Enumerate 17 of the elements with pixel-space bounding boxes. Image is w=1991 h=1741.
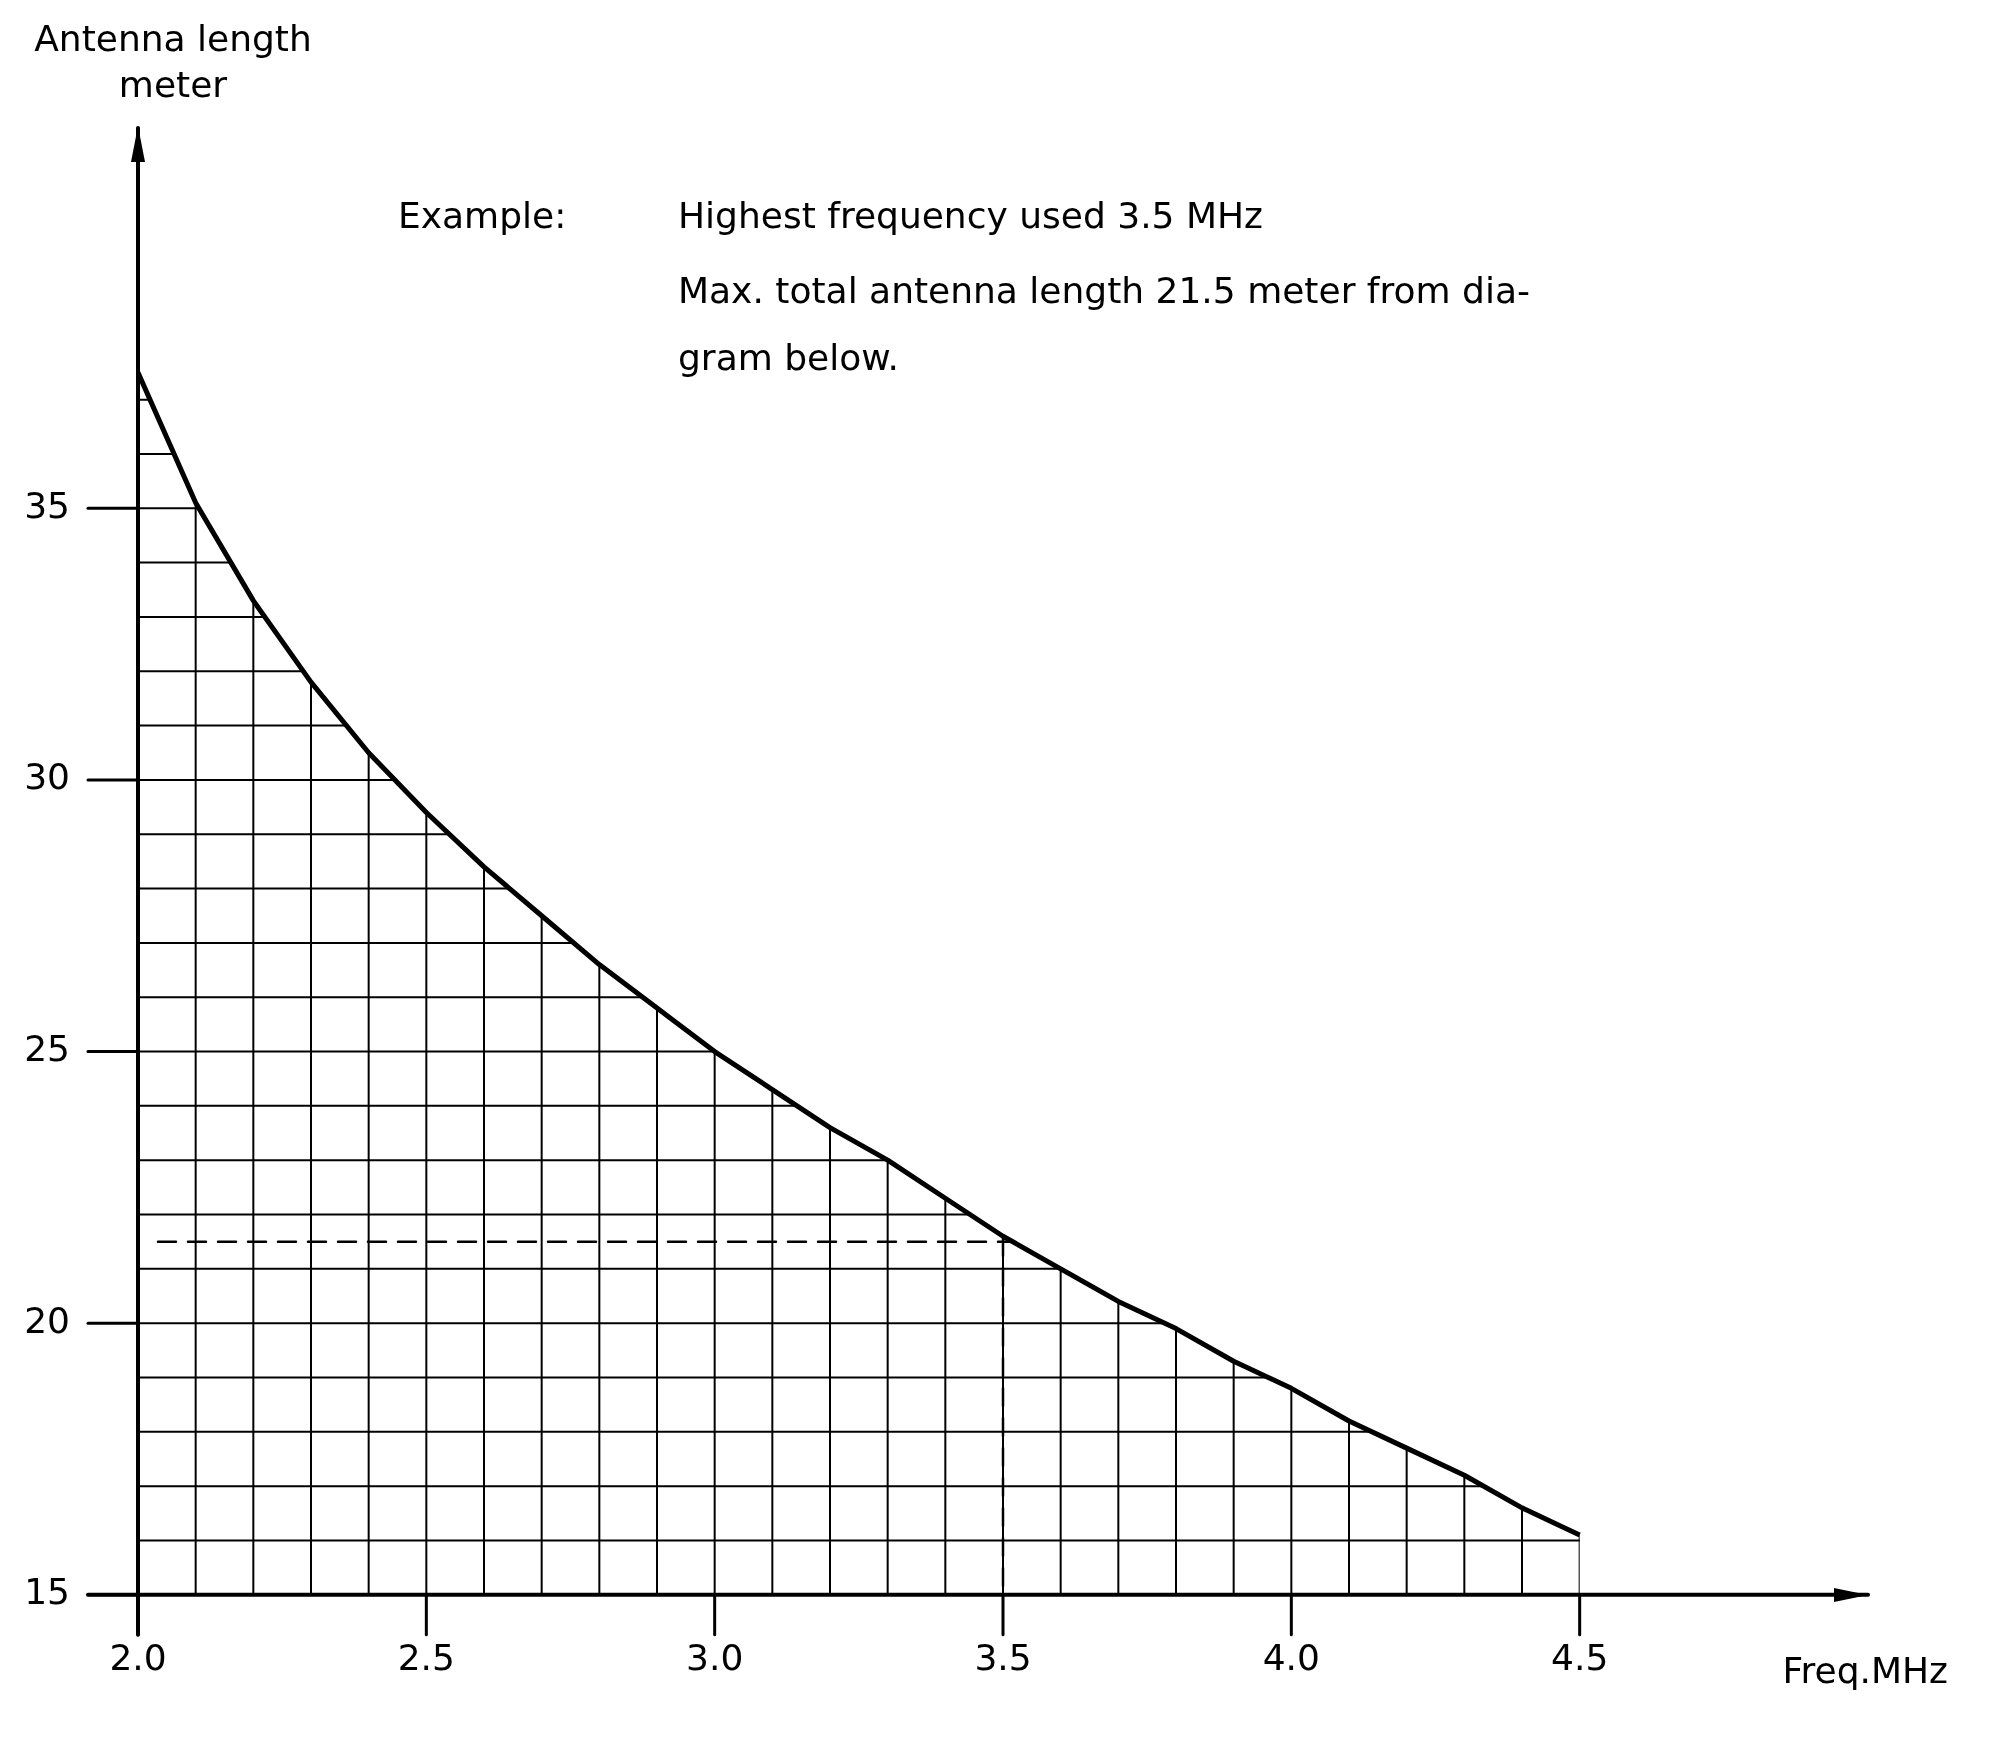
- annotation: Highest frequency used 3.5 MHz: [678, 195, 1263, 236]
- x-tick-label: 3.0: [686, 1636, 744, 1678]
- y-tick-label: 35: [24, 484, 70, 526]
- x-tick-label: 4.5: [1551, 1636, 1609, 1678]
- y-tick-label: 30: [24, 756, 70, 798]
- x-tick-label: 2.5: [397, 1636, 455, 1678]
- y-tick-label: 20: [24, 1299, 70, 1341]
- x-tick-label: 4.0: [1262, 1636, 1320, 1678]
- y-axis-title: Antenna length meter: [33, 17, 313, 107]
- x-tick-label: 3.5: [974, 1636, 1032, 1678]
- y-tick-label: 15: [24, 1571, 70, 1613]
- x-tick-label: 2.0: [109, 1636, 167, 1678]
- y-tick-label: 25: [24, 1027, 70, 1069]
- x-axis-title: Freq.MHz: [1782, 1649, 1948, 1691]
- annotation: Example:: [398, 195, 567, 236]
- annotation: gram below.: [678, 337, 899, 378]
- annotation: Max. total antenna length 21.5 meter from dia-: [678, 270, 1530, 311]
